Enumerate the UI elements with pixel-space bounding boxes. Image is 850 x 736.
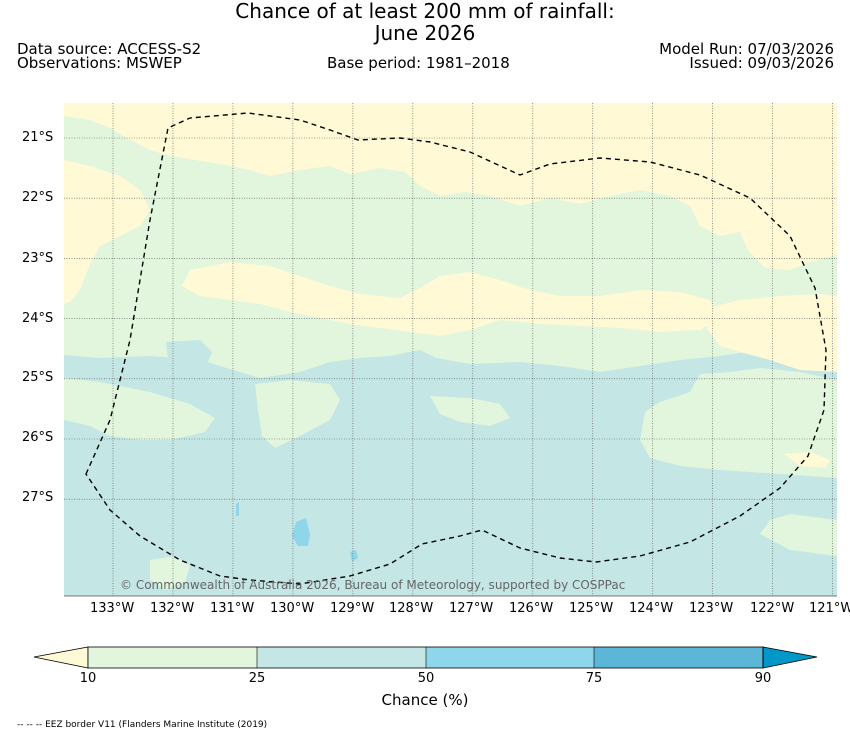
field-blob-50-75-a xyxy=(292,518,310,546)
field-blob-25-50-b xyxy=(390,350,440,398)
colorbar-tick-90: 90 xyxy=(754,671,772,686)
colorbar-label: Chance (%) xyxy=(381,691,469,709)
field-band-under-10 xyxy=(64,103,837,270)
field-blob-under-10-c xyxy=(700,294,837,372)
lon-label-128w: 128°W xyxy=(389,601,434,616)
lon-label-124w: 124°W xyxy=(629,601,674,616)
data-source: Data source: ACCESS-S2 xyxy=(17,40,202,58)
lon-label-127w: 127°W xyxy=(449,601,494,616)
colorbar-bin-50-75 xyxy=(426,647,594,668)
field-blob-50-75-b xyxy=(350,550,358,562)
lon-label-126w: 126°W xyxy=(509,601,554,616)
lon-label-129w: 129°W xyxy=(330,601,375,616)
observations: Observations: MSWEP xyxy=(17,54,182,72)
field-blob-50-75-c xyxy=(236,502,239,516)
model-run: Model Run: 07/03/2026 xyxy=(659,40,834,58)
base-period: Base period: 1981–2018 xyxy=(327,54,510,72)
copyright-notice: © Commonwealth of Australia 2026, Bureau… xyxy=(120,578,626,592)
colorbar-tick-10: 10 xyxy=(79,671,97,686)
eez-legend: -- -- -- EEZ border V11 (Flanders Marine… xyxy=(17,720,268,730)
field-blob-under-10-a xyxy=(64,160,150,304)
lon-label-121w: 121°W xyxy=(809,601,850,616)
field-blob-25-50-a xyxy=(166,340,212,370)
chart-title-line1: Chance of at least 200 mm of rainfall: xyxy=(235,0,615,23)
colorbar-tick-75: 75 xyxy=(585,671,603,686)
field-blob-10-25-d xyxy=(150,556,190,590)
eez-border xyxy=(85,112,827,585)
lat-label-24s: 24°S xyxy=(22,311,54,326)
lon-label-123w: 123°W xyxy=(689,601,734,616)
graticule xyxy=(64,103,837,596)
lon-label-131w: 131°W xyxy=(210,601,255,616)
issued-date: Issued: 09/03/2026 xyxy=(689,54,834,72)
lon-label-132w: 132°W xyxy=(150,601,195,616)
chart-title-line2: June 2026 xyxy=(374,21,476,45)
map-field xyxy=(64,103,837,596)
lat-label-26s: 26°S xyxy=(22,430,54,445)
lon-label-125w: 125°W xyxy=(569,601,614,616)
lat-label-27s: 27°S xyxy=(22,490,54,505)
lat-label-21s: 21°S xyxy=(22,130,54,145)
colorbar-over xyxy=(762,646,818,669)
lon-label-122w: 122°W xyxy=(750,601,795,616)
field-blob-under-10-d xyxy=(784,452,830,468)
field-blob-10-25-a xyxy=(64,378,215,440)
colorbar-bin-25-50 xyxy=(257,647,426,668)
colorbar-frame xyxy=(87,646,764,669)
colorbar-tick-25: 25 xyxy=(248,671,266,686)
lat-label-25s: 25°S xyxy=(22,370,54,385)
colorbar-tick-50: 50 xyxy=(417,671,435,686)
lat-label-22s: 22°S xyxy=(22,190,54,205)
colorbar-bin-75-90 xyxy=(594,647,763,668)
colorbar-bin-10-25 xyxy=(88,647,257,668)
lon-label-130w: 130°W xyxy=(270,601,315,616)
field-blob-under-10-b xyxy=(182,262,720,336)
field-blob-10-25-c xyxy=(430,396,510,426)
colorbar-under xyxy=(33,646,89,669)
field-blob-10-25-b xyxy=(255,380,340,448)
lon-label-133w: 133°W xyxy=(90,601,135,616)
colorbar xyxy=(33,646,818,669)
lat-label-23s: 23°S xyxy=(22,251,54,266)
